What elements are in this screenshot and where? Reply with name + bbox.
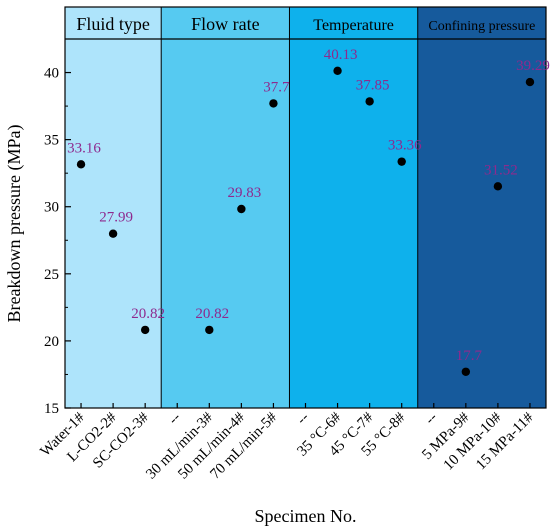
data-point — [76, 160, 86, 169]
y-tick-label: 25 — [44, 267, 59, 283]
panel-headers: Fluid type Flow rate Temperature Confining … — [65, 7, 546, 408]
data-point — [333, 66, 342, 76]
data-label: 39.29 — [516, 58, 550, 74]
data-label: 27.99 — [99, 210, 133, 226]
data-label: 20.82 — [195, 306, 229, 322]
panel-title-confining-pressure: Confining pressure — [428, 19, 535, 34]
panel-title-flow-rate: Flow rate — [191, 14, 259, 34]
data-label: 20.82 — [131, 306, 165, 322]
data-point — [397, 157, 406, 166]
x-tick-label: -- — [422, 410, 440, 428]
data-point — [108, 229, 118, 238]
data-point — [493, 182, 503, 191]
data-label: 37.85 — [356, 77, 390, 93]
data-label: 29.83 — [227, 185, 261, 201]
x-tick-label: -- — [166, 410, 184, 428]
y-tick-label: 35 — [44, 133, 59, 149]
data-label: 33.36 — [388, 138, 422, 154]
panel-bg-fluid-type — [65, 7, 162, 408]
data-point — [205, 325, 214, 335]
data-label: 33.16 — [67, 140, 101, 156]
data-point — [525, 77, 535, 87]
data-point — [365, 97, 374, 106]
panel-backgrounds — [65, 7, 546, 408]
data-labels: 33.16 27.99 20.82 20.82 29.83 37.7 40.13 37.85 3… — [67, 47, 550, 364]
data-point — [140, 325, 150, 335]
x-tick-label: -- — [294, 410, 312, 428]
data-point — [237, 204, 246, 214]
data-label: 40.13 — [324, 47, 358, 63]
y-axis-title: Breakdown pressure (MPa) — [4, 125, 25, 323]
x-axis-title: Specimen No. — [255, 506, 357, 526]
panel-bg-confining-pressure — [417, 7, 546, 408]
y-tick-label: 15 — [44, 401, 59, 417]
data-point — [461, 367, 471, 376]
data-label: 31.52 — [484, 162, 518, 178]
panel-title-fluid-type: Fluid type — [76, 14, 150, 34]
data-label: 17.7 — [456, 348, 483, 364]
y-tick-label: 40 — [44, 66, 59, 82]
data-label: 37.7 — [263, 79, 290, 95]
data-points — [76, 66, 535, 376]
panel-bg-flow-rate — [161, 7, 290, 408]
y-tick-label: 30 — [44, 200, 59, 216]
panel-bg-temperature — [289, 7, 418, 408]
y-tick-label: 20 — [44, 334, 59, 350]
panel-title-temperature: Temperature — [313, 17, 394, 34]
data-point — [269, 99, 278, 108]
